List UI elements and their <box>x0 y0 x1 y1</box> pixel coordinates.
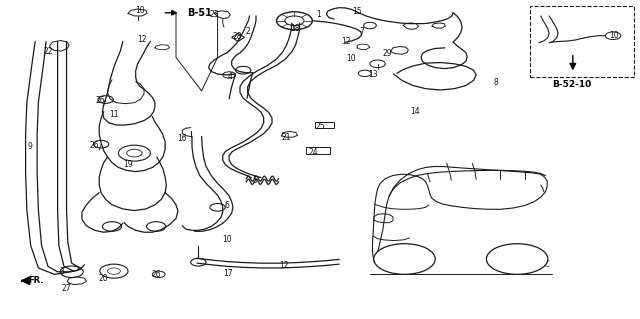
Text: 2: 2 <box>246 27 251 36</box>
Text: 11: 11 <box>109 110 118 119</box>
Text: 12: 12 <box>341 37 350 46</box>
Text: 20: 20 <box>99 274 109 283</box>
Text: 29: 29 <box>382 49 392 58</box>
Text: 24: 24 <box>308 148 319 157</box>
Text: 27: 27 <box>61 284 72 293</box>
Text: 10: 10 <box>609 31 620 40</box>
Text: 16: 16 <box>177 134 188 143</box>
Text: 26: 26 <box>95 96 105 105</box>
Text: 21: 21 <box>282 133 291 142</box>
Text: 12: 12 <box>280 261 289 270</box>
Text: 26: 26 <box>152 271 162 279</box>
Text: 10: 10 <box>134 6 145 15</box>
Bar <box>315 122 334 128</box>
Text: 10: 10 <box>221 235 232 244</box>
Text: 6: 6 <box>225 201 230 210</box>
Circle shape <box>486 244 548 274</box>
Text: 12: 12 <box>138 35 147 44</box>
Text: 25: 25 <box>315 122 325 131</box>
Text: 10: 10 <box>346 54 356 63</box>
Text: 19: 19 <box>123 160 133 169</box>
Circle shape <box>374 244 435 274</box>
Text: 18: 18 <box>291 24 300 33</box>
Text: SWA4B1500C: SWA4B1500C <box>499 260 550 269</box>
Text: 28: 28 <box>233 32 242 41</box>
Text: B-51: B-51 <box>187 8 212 18</box>
Text: 23: 23 <box>209 10 220 19</box>
Text: 8: 8 <box>493 78 499 87</box>
Bar <box>306 147 330 154</box>
Text: 17: 17 <box>223 269 234 278</box>
Bar <box>530 6 634 77</box>
Text: 1: 1 <box>316 10 321 19</box>
Text: 26: 26 <box>90 141 100 150</box>
Text: 4: 4 <box>228 72 233 81</box>
Text: 14: 14 <box>410 107 420 116</box>
Text: B-52-10: B-52-10 <box>552 80 591 89</box>
Text: 22: 22 <box>44 47 52 56</box>
Text: FR.: FR. <box>22 276 44 285</box>
Text: 5: 5 <box>252 176 257 185</box>
Text: 15: 15 <box>352 7 362 16</box>
Text: 3: 3 <box>60 267 65 276</box>
Text: 9: 9 <box>27 142 32 151</box>
Text: 7: 7 <box>359 27 364 36</box>
Text: 13: 13 <box>368 70 378 78</box>
